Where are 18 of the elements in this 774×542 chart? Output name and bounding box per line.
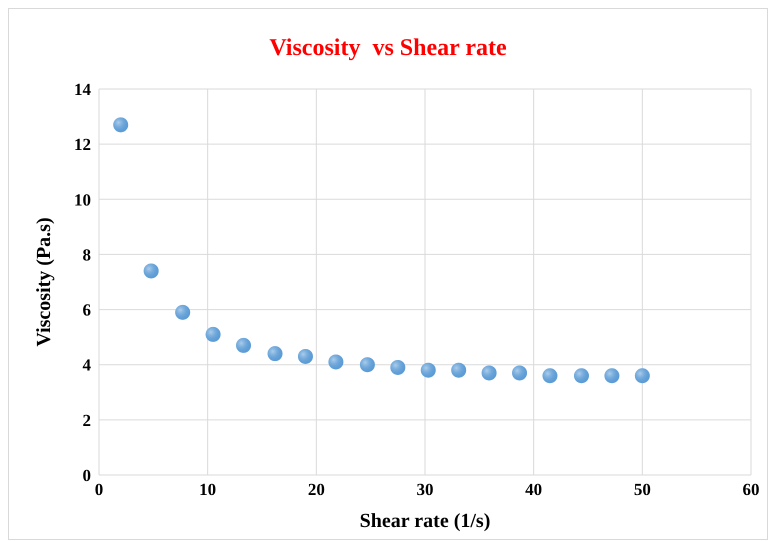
y-tick-label: 12	[74, 135, 91, 154]
x-tick-label: 40	[525, 480, 542, 500]
x-tick-label: 60	[742, 480, 760, 500]
y-tick-label: 8	[82, 245, 91, 264]
x-axis-title: Shear rate (1/s)	[360, 510, 490, 532]
y-tick-label: 0	[82, 466, 91, 486]
y-axis-title: Viscosity (Pa.s)	[33, 217, 56, 347]
x-tick-label: 10	[199, 480, 216, 500]
chart-title: Viscosity vs Shear rate	[268, 35, 508, 63]
y-tick-label: 6	[82, 300, 91, 320]
x-tick-label: 20	[308, 480, 325, 500]
x-tick-label: 0	[94, 480, 104, 500]
x-tick-label: 50	[634, 480, 651, 500]
y-tick-label: 14	[74, 80, 92, 100]
y-tick-label: 2	[82, 410, 91, 430]
y-tick-label: 10	[74, 190, 91, 210]
y-tick-label: 4	[82, 356, 92, 375]
x-tick-label: 30	[416, 480, 434, 500]
